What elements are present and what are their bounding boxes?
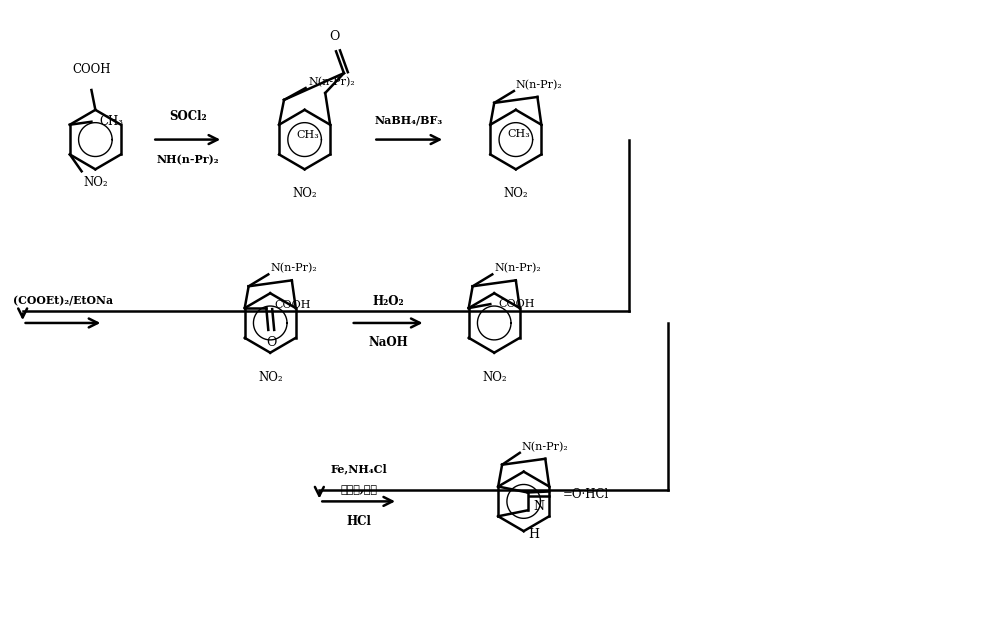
Text: COOH: COOH	[274, 300, 311, 310]
Text: NO₂: NO₂	[84, 176, 108, 189]
Text: CH₃: CH₃	[507, 129, 530, 138]
Text: NO₂: NO₂	[258, 371, 283, 383]
Text: N(n-Pr)₂: N(n-Pr)₂	[516, 80, 563, 90]
Text: SOCl₂: SOCl₂	[169, 110, 207, 123]
Text: HCl: HCl	[346, 515, 371, 528]
Text: COOH: COOH	[72, 63, 111, 76]
Text: O: O	[266, 336, 276, 349]
Text: NO₂: NO₂	[482, 371, 507, 383]
Text: NO₂: NO₂	[292, 187, 317, 200]
Text: N(n-Pr)₂: N(n-Pr)₂	[494, 263, 541, 274]
Text: H: H	[528, 528, 539, 541]
Text: NH(n-Pr)₂: NH(n-Pr)₂	[156, 154, 219, 165]
Text: NaOH: NaOH	[368, 336, 408, 349]
Text: N(n-Pr)₂: N(n-Pr)₂	[270, 263, 317, 274]
Text: O: O	[329, 31, 339, 43]
Text: CH₃: CH₃	[297, 130, 320, 140]
Text: NaBH₄/BF₃: NaBH₄/BF₃	[375, 114, 443, 125]
Text: (COOEt)₂/EtONa: (COOEt)₂/EtONa	[13, 295, 113, 307]
Text: 冰乙酸,乙醇: 冰乙酸,乙醇	[340, 484, 377, 495]
Text: NO₂: NO₂	[504, 187, 528, 200]
Text: N: N	[534, 500, 545, 513]
Text: H₂O₂: H₂O₂	[372, 295, 404, 308]
Text: CH₃: CH₃	[99, 115, 123, 128]
Text: =O·HCl: =O·HCl	[563, 488, 609, 501]
Text: N(n-Pr)₂: N(n-Pr)₂	[522, 441, 569, 452]
Text: COOH: COOH	[498, 299, 535, 309]
Text: Fe,NH₄Cl: Fe,NH₄Cl	[330, 463, 387, 474]
Text: N(n-Pr)₂: N(n-Pr)₂	[309, 77, 355, 87]
